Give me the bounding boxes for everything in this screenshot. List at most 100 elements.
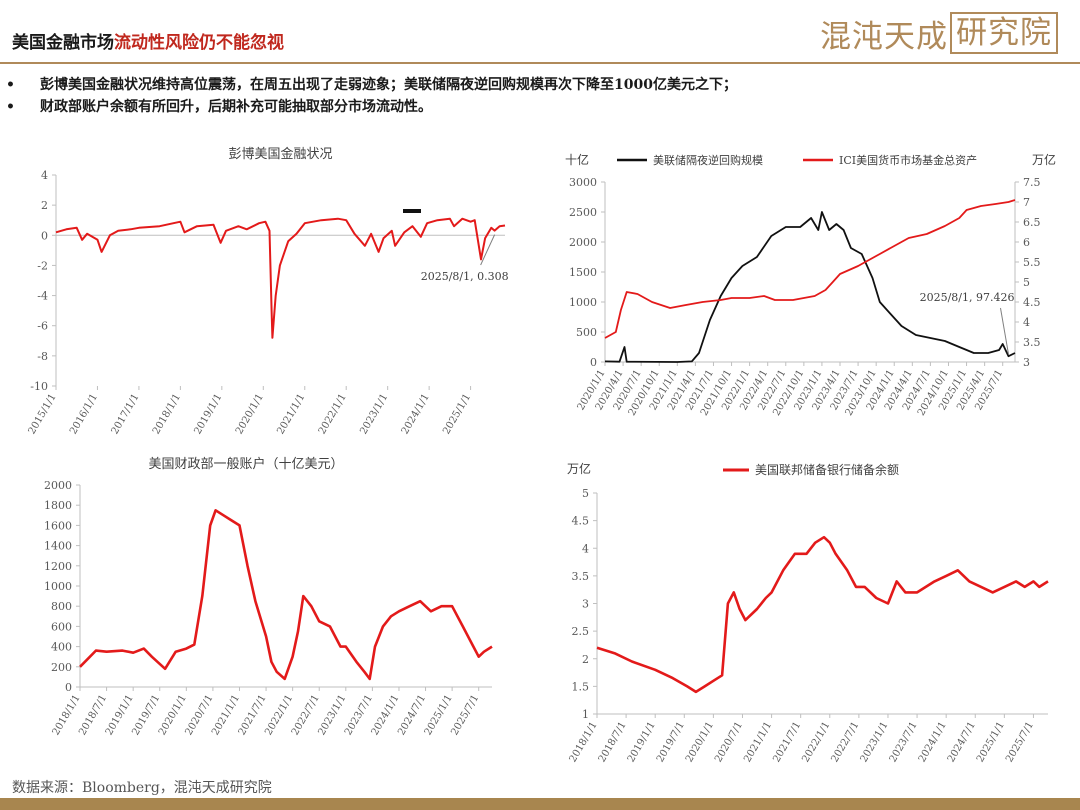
y-tick-label: 2000	[569, 236, 597, 249]
slide-header: 美国金融市场流动性风险仍不能忽视 混沌天成 研究院	[0, 0, 1080, 62]
chart-bloomberg-fci: -10 -8 -6 -4 -2 0 2 4 2015/1/1 2016/1/1 2017/1/1 20…	[27, 146, 509, 436]
x-tick-label: 2023/1/1	[358, 392, 390, 436]
series-line	[79, 509, 493, 681]
y-tick-label: 0	[65, 681, 72, 694]
y-tick-label: 1000	[569, 296, 597, 309]
x-tick-label: 2016/1/1	[68, 392, 100, 436]
y-tick-label: 0	[41, 229, 48, 242]
bullet-dot-icon: •	[6, 77, 15, 93]
y-tick-label: 400	[51, 641, 72, 654]
series-line	[55, 217, 506, 339]
y-tick-label: 2000	[44, 479, 72, 492]
y-tick-label: -8	[37, 350, 48, 363]
x-tick-label: 2021/1/1	[742, 720, 774, 764]
annotation-leader	[999, 307, 1009, 355]
y-left-unit: 十亿	[565, 152, 589, 167]
header-divider	[0, 62, 1080, 64]
y-tick-label: 4	[41, 169, 48, 182]
y-right-tick-label: 4.5	[1023, 296, 1041, 309]
y-tick-label: 1000	[44, 580, 72, 593]
title-highlight: 流动性风险仍不能忽视	[114, 33, 284, 53]
y-tick-label: -2	[37, 259, 48, 272]
y-right-tick-label: 7.5	[1023, 176, 1041, 189]
x-tick-label: 2020/1/1	[684, 720, 716, 764]
x-tick-label: 2023/7/1	[888, 720, 920, 764]
x-tick-label: 2017/1/1	[110, 392, 142, 436]
bullet-dot-icon: •	[6, 99, 15, 115]
x-tick-label: 2022/1/1	[317, 392, 349, 436]
y-right-tick-label: 6.5	[1023, 216, 1041, 229]
x-tick-label: 2024/1/1	[917, 720, 949, 764]
chart-rrp-vs-mmf: 0 500 1000 1500 2000 2500 3000 3 3.5 4 4.5 5 5.5 6 6.5…	[565, 152, 1056, 418]
bullet-text: 彭博美国金融状况维持高位震荡，在周五出现了走弱迹象；美联储隔夜逆回购规模再次下降…	[40, 77, 737, 93]
footer-bar	[0, 798, 1080, 810]
y-right-tick-label: 3.5	[1023, 336, 1041, 349]
y-right-unit: 万亿	[1032, 152, 1056, 167]
y-tick-label: 1400	[44, 540, 72, 553]
y-tick-label: -10	[30, 380, 48, 393]
x-tick-label: 2022/1/1	[800, 720, 832, 764]
bullet-item: • 财政部账户余额有所回升，后期补充可能抽取部分市场流动性。	[6, 96, 737, 118]
chart-tga: 0200400600800100012001400160018002000201…	[44, 456, 493, 737]
chart-title: 美国财政部一般账户（十亿美元）	[148, 456, 343, 472]
x-tick-label: 2025/1/1	[975, 720, 1007, 764]
x-tick-label: 2018/7/1	[597, 720, 629, 764]
y-right-tick-label: 5	[1023, 276, 1030, 289]
series-line	[596, 535, 1049, 694]
y-tick-label: 500	[576, 326, 597, 339]
logo-text: 混沌天成	[820, 18, 948, 55]
x-tick-label: 2024/1/1	[400, 392, 432, 436]
x-tick-label: 2025/7/1	[1004, 720, 1036, 764]
x-tick-label: 2020/1/1	[234, 392, 266, 436]
x-tick-label: 2021/7/1	[771, 720, 803, 764]
x-tick-label: 2015/1/1	[27, 392, 59, 436]
legend-label-rrp: 美联储隔夜逆回购规模	[653, 153, 763, 167]
y-tick-label: 1	[582, 708, 589, 721]
slide-title: 美国金融市场流动性风险仍不能忽视	[12, 28, 284, 53]
y-tick-label: 3000	[569, 176, 597, 189]
y-tick-label: 2	[582, 653, 589, 666]
x-tick-label: 2020/7/1	[713, 720, 745, 764]
legend-label-mmf: ICI美国货币市场基金总资产	[839, 153, 977, 167]
x-tick-label: 2019/1/1	[192, 392, 224, 436]
y-tick-label: 1500	[569, 266, 597, 279]
y-tick-label: 600	[51, 620, 72, 633]
y-tick-label: 3.5	[572, 570, 590, 583]
y-left-unit: 万亿	[567, 461, 591, 476]
x-tick-label: 2019/7/1	[655, 720, 687, 764]
annotation-label: 2025/8/1, 0.308	[421, 270, 509, 283]
y-right-tick-label: 3	[1023, 356, 1030, 369]
y-tick-label: 4	[582, 542, 589, 555]
y-tick-label: 2	[41, 199, 48, 212]
y-right-tick-label: 6	[1023, 236, 1030, 249]
logo-seal: 研究院	[950, 12, 1058, 54]
x-tick-label: 2018/1/1	[568, 720, 600, 764]
series-line	[604, 211, 1016, 363]
y-tick-label: 1800	[44, 499, 72, 512]
y-tick-label: 200	[51, 661, 72, 674]
y-tick-label: 4.5	[572, 515, 590, 528]
source-note: 数据来源：Bloomberg，混沌天成研究院	[12, 780, 272, 796]
y-right-tick-label: 5.5	[1023, 256, 1041, 269]
y-tick-label: 800	[51, 600, 72, 613]
y-right-tick-label: 7	[1023, 196, 1030, 209]
x-tick-label: 2022/7/1	[829, 720, 861, 764]
annotation-leader	[480, 234, 496, 266]
chart-fed-reserves: 1 1.5 2 2.5 3 3.5 4 4.5 5 2018/1/12018/7/12019/1/…	[567, 461, 1049, 764]
y-tick-label: 1600	[44, 519, 72, 532]
y-tick-label: 2.5	[572, 625, 590, 638]
x-tick-label: 2021/1/1	[275, 392, 307, 436]
title-plain: 美国金融市场	[12, 33, 114, 53]
series-line	[604, 199, 1016, 339]
y-tick-label: -6	[37, 320, 48, 333]
logo: 混沌天成 研究院	[820, 10, 1058, 56]
y-right-tick-label: 4	[1023, 316, 1030, 329]
y-tick-label: 1200	[44, 560, 72, 573]
bullet-list: • 彭博美国金融状况维持高位震荡，在周五出现了走弱迹象；美联储隔夜逆回购规模再次下…	[6, 74, 737, 118]
x-tick-label: 2023/1/1	[859, 720, 891, 764]
chart-title: 彭博美国金融状况	[228, 146, 332, 162]
y-tick-label: 5	[582, 487, 589, 500]
y-tick-label: 1.5	[572, 680, 590, 693]
legend-label: 美国联邦储备银行储备余额	[755, 462, 899, 477]
legend-swatch	[403, 209, 421, 213]
